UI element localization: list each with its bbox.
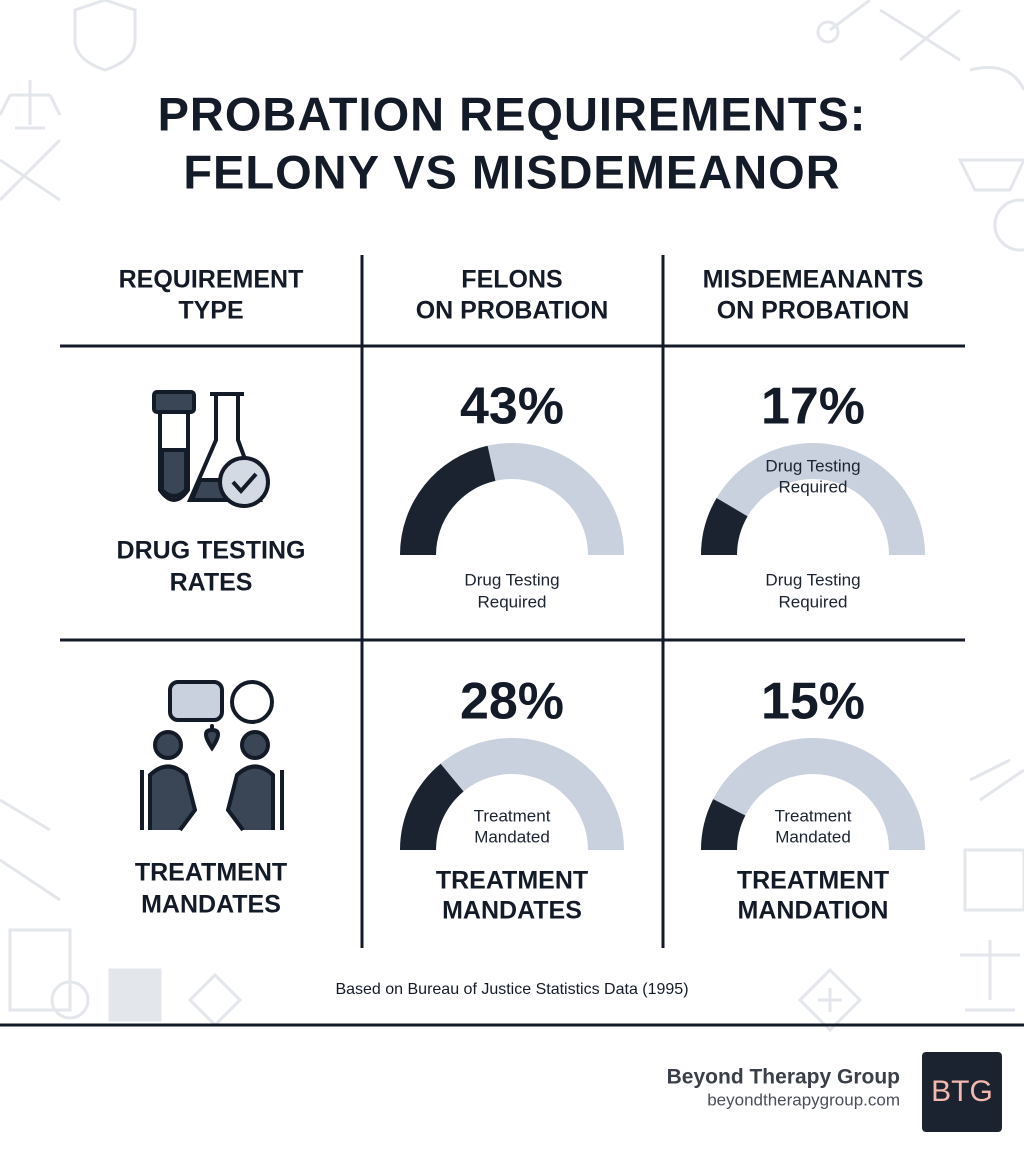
gauge-caption: Drug Testing: [464, 570, 559, 589]
title: PROBATION REQUIREMENTS:: [158, 87, 867, 140]
percentage-label: 43%: [460, 378, 564, 436]
cell-footer: TREATMENT: [436, 867, 588, 895]
gauge-inner-caption: Drug Testing: [765, 456, 860, 475]
percentage-label: 28%: [460, 673, 564, 731]
row-label: TREATMENT: [135, 859, 287, 887]
brand-url: beyondtherapygroup.com: [707, 1090, 900, 1109]
gauge-caption: Required: [779, 592, 848, 611]
column-header: TYPE: [178, 297, 243, 325]
gauge-inner-caption: Mandated: [775, 827, 851, 846]
gauge-fill: [701, 497, 748, 555]
gauge-caption: Required: [478, 592, 547, 611]
logo-box: [922, 1052, 1002, 1132]
gauge-inner-caption: Treatment: [775, 806, 852, 825]
column-header: ON PROBATION: [717, 297, 910, 325]
gauge-fill: [400, 445, 496, 555]
cell-footer: MANDATION: [738, 897, 889, 925]
drug-test-icon: [152, 390, 270, 508]
percentage-label: 17%: [761, 378, 865, 436]
source-note: Based on Bureau of Justice Statistics Da…: [335, 981, 688, 998]
brand-logo: BTG: [931, 1075, 993, 1108]
gauge-fill: [400, 763, 464, 850]
cell-footer: TREATMENT: [737, 867, 889, 895]
gauge-track: [701, 443, 925, 555]
gauge-fill: [701, 799, 746, 850]
column-header: ON PROBATION: [416, 297, 609, 325]
gauge-caption: Drug Testing: [765, 570, 860, 589]
column-header: MISDEMEANANTS: [703, 266, 924, 294]
column-header: REQUIREMENT: [119, 266, 304, 294]
row-label: DRUG TESTING: [117, 537, 306, 565]
row-label: MANDATES: [141, 891, 281, 919]
brand-name: Beyond Therapy Group: [667, 1066, 900, 1089]
table-grid: [60, 255, 965, 948]
gauge-inner-caption: Treatment: [474, 806, 551, 825]
gauge-track: [400, 738, 624, 850]
title: FELONY VS MISDEMEANOR: [183, 145, 840, 198]
column-header: FELONS: [461, 266, 562, 294]
gauge-inner-caption: Required: [779, 477, 848, 496]
gauge-track: [701, 738, 925, 850]
gauge-inner-caption: Mandated: [474, 827, 550, 846]
cell-footer: MANDATES: [442, 897, 582, 925]
background-decoration: [0, 0, 1024, 1033]
row-label: RATES: [170, 569, 253, 597]
counseling-icon: [140, 680, 284, 832]
percentage-label: 15%: [761, 673, 865, 731]
